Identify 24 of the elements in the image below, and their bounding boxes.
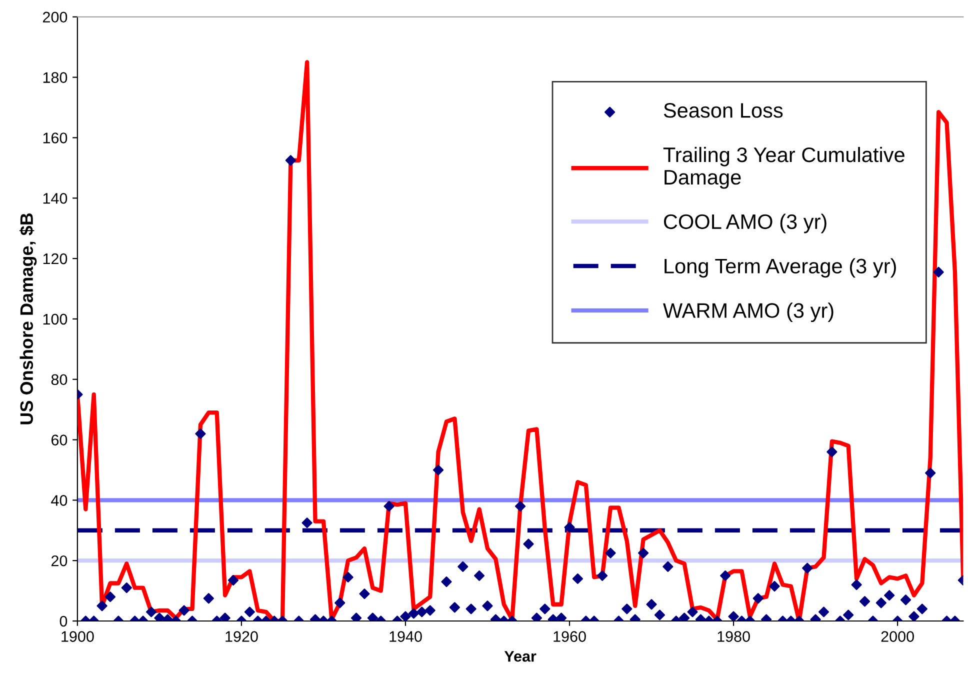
- x-tick-label: 1900: [62, 631, 94, 642]
- x-tick-label: 1920: [226, 631, 258, 642]
- legend-label: Trailing 3 Year Cumulative Damage: [663, 146, 904, 189]
- y-tick-label: 80: [51, 374, 68, 386]
- x-tick-label: 1960: [554, 631, 586, 642]
- y-tick-label: 20: [51, 555, 68, 566]
- y-tick-label: 0: [60, 616, 68, 627]
- y-tick-label: 200: [43, 12, 68, 23]
- x-axis-title: Year: [504, 651, 536, 662]
- y-tick-label: 40: [51, 495, 68, 506]
- legend-label: COOL AMO (3 yr): [664, 214, 826, 234]
- legend-label: Long Term Average (3 yr): [664, 258, 896, 278]
- y-tick-label: 140: [43, 192, 68, 204]
- y-axis-title: US Onshore Damage, $B: [19, 213, 37, 424]
- x-tick-label: 1940: [390, 631, 422, 642]
- y-tick-label: 120: [43, 253, 68, 264]
- y-tick-label: 60: [52, 434, 68, 446]
- legend-label: Season Loss: [664, 103, 783, 118]
- y-tick-label: 160: [43, 132, 68, 144]
- legend-label: WARM AMO (3 yr): [663, 302, 834, 322]
- x-tick-label: 2000: [881, 631, 914, 642]
- y-tick-label: 180: [43, 72, 68, 83]
- x-tick-label: 1980: [718, 631, 750, 642]
- y-tick-label: 100: [43, 314, 68, 325]
